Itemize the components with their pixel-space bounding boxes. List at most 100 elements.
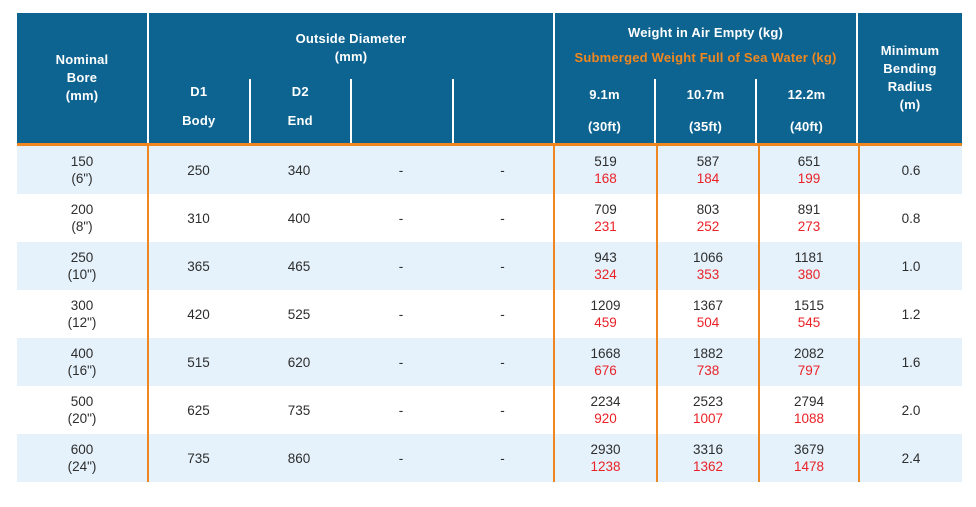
header-nominal-bore-line: Nominal: [55, 52, 109, 67]
value-od-extra-1: -: [398, 162, 404, 178]
value-submerged-weight: 1007: [692, 411, 724, 426]
value-bending-radius: 1.0: [901, 258, 921, 274]
cell-weight-12.2m: 1181 380: [758, 242, 858, 290]
subcol-feet: (40ft): [790, 119, 823, 134]
cell-od-extra-1: -: [350, 146, 452, 194]
header-od-subcolumns: D1 Body D2 End: [149, 79, 553, 143]
subcol-feet: (35ft): [689, 119, 722, 134]
value-d1: 515: [187, 354, 210, 370]
cell-od-extra-1: -: [350, 386, 452, 434]
header-subcol-12-2m: 12.2m (40ft): [755, 79, 856, 143]
cell-weight-9.1m: 1209 459: [553, 290, 656, 338]
value-bore-inches: (8"): [71, 219, 93, 234]
cell-weight-12.2m: 1515 545: [758, 290, 858, 338]
cell-od-extra-1: -: [350, 338, 452, 386]
value-od-extra-2: -: [500, 162, 505, 178]
value-air-weight: 1181: [794, 250, 824, 265]
value-od-extra-2: -: [500, 210, 505, 226]
table-header: Nominal Bore (mm) Outside Diameter (mm) …: [17, 13, 962, 143]
cell-weight-10.7m: 803 252: [656, 194, 758, 242]
value-d2: 860: [287, 450, 311, 466]
header-subcol-d1: D1 Body: [149, 79, 249, 143]
cell-od-extra-1: -: [350, 242, 452, 290]
value-submerged-weight: 231: [594, 219, 617, 234]
cell-od-extra-1: -: [350, 434, 452, 482]
header-subcol-empty-1: [350, 79, 452, 143]
table-row: 500 (20") 625 735- -2234 920 2523 1007 2794 1088 2…: [17, 386, 962, 434]
value-bore-mm: 150: [70, 154, 94, 169]
header-min-bending-line: Bending: [883, 61, 937, 76]
value-submerged-weight: 920: [594, 411, 617, 426]
value-bore-mm: 250: [70, 250, 94, 265]
value-air-weight: 1066: [692, 250, 724, 265]
cell-weight-10.7m: 1367 504: [656, 290, 758, 338]
pipe-spec-table: Nominal Bore (mm) Outside Diameter (mm) …: [17, 13, 962, 482]
cell-od-extra-2: -: [452, 146, 553, 194]
cell-od-extra-1: -: [350, 290, 452, 338]
cell-nominal-bore: 150 (6"): [17, 146, 147, 194]
cell-d1-body: 420: [147, 290, 248, 338]
cell-weight-10.7m: 1066 353: [656, 242, 758, 290]
value-od-extra-2: -: [500, 402, 505, 418]
cell-bending-radius: 2.0: [858, 386, 962, 434]
header-weight-group: Weight in Air Empty (kg) Submerged Weigh…: [553, 13, 858, 143]
header-nominal-bore-line: Bore: [66, 70, 98, 85]
subcol-feet: (30ft): [588, 119, 621, 134]
value-submerged-weight: 676: [594, 363, 617, 378]
value-od-extra-1: -: [398, 306, 404, 322]
cell-weight-9.1m: 2930 1238: [553, 434, 656, 482]
value-d2: 525: [287, 306, 311, 322]
value-od-extra-2: -: [500, 450, 505, 466]
value-air-weight: 587: [696, 154, 720, 169]
value-od-extra-2: -: [500, 306, 505, 322]
value-air-weight: 2930: [590, 442, 621, 457]
cell-od-extra-2: -: [452, 434, 553, 482]
value-air-weight: 891: [797, 202, 821, 217]
value-od-extra-1: -: [398, 402, 404, 418]
cell-weight-12.2m: 891 273: [758, 194, 858, 242]
cell-weight-12.2m: 651 199: [758, 146, 858, 194]
value-submerged-weight: 545: [797, 315, 821, 330]
cell-od-extra-2: -: [452, 194, 553, 242]
value-d2: 340: [287, 162, 311, 178]
value-od-extra-2: -: [500, 258, 505, 274]
value-bore-inches: (6"): [71, 171, 93, 186]
value-bending-radius: 1.2: [901, 306, 921, 322]
cell-od-extra-2: -: [452, 338, 553, 386]
cell-weight-12.2m: 3679 1478: [758, 434, 858, 482]
value-air-weight: 2082: [793, 346, 825, 361]
subcol-label: End: [287, 113, 313, 128]
value-submerged-weight: 738: [696, 363, 720, 378]
value-d1: 735: [187, 450, 210, 466]
cell-nominal-bore: 600 (24"): [17, 434, 147, 482]
header-od-title-text: Outside Diameter: [295, 31, 407, 46]
cell-weight-9.1m: 1668 676: [553, 338, 656, 386]
cell-bending-radius: 1.2: [858, 290, 962, 338]
cell-bending-radius: 1.0: [858, 242, 962, 290]
table-row: 250 (10") 365 465- -943 324 1066 353 1181 380 1.0: [17, 242, 962, 290]
value-bore-inches: (24"): [67, 459, 97, 474]
cell-weight-9.1m: 519 168: [553, 146, 656, 194]
cell-nominal-bore: 500 (20"): [17, 386, 147, 434]
cell-weight-10.7m: 587 184: [656, 146, 758, 194]
subcol-code: D1: [190, 84, 208, 99]
table-row: 200 (8") 310 400- -709 231 803 252 891 273 0.8: [17, 194, 962, 242]
value-od-extra-1: -: [398, 258, 404, 274]
cell-weight-10.7m: 2523 1007: [656, 386, 758, 434]
header-subcol-d2: D2 End: [248, 79, 351, 143]
value-bore-inches: (10"): [67, 267, 97, 282]
value-bore-inches: (12"): [67, 315, 97, 330]
value-air-weight: 803: [696, 202, 720, 217]
header-subcol-9-1m: 9.1m (30ft): [555, 79, 654, 143]
subcol-length: 9.1m: [589, 87, 620, 102]
value-bore-mm: 400: [70, 346, 94, 361]
value-d2: 465: [287, 258, 311, 274]
cell-d2-end: 340: [248, 146, 350, 194]
value-submerged-weight: 184: [696, 171, 720, 186]
header-outside-diameter-title: Outside Diameter (mm): [149, 13, 553, 66]
cell-weight-12.2m: 2082 797: [758, 338, 858, 386]
value-bore-mm: 200: [70, 202, 94, 217]
value-air-weight: 1882: [692, 346, 724, 361]
cell-nominal-bore: 200 (8"): [17, 194, 147, 242]
